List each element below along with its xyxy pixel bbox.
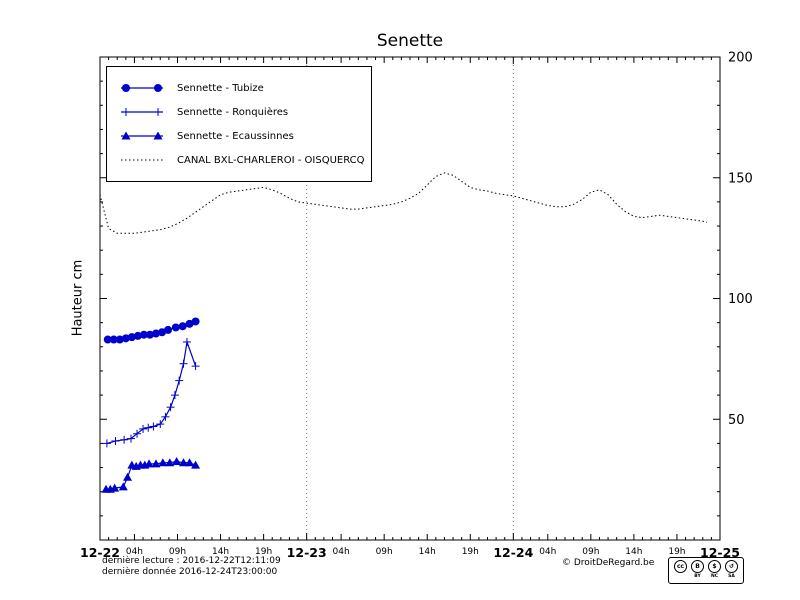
legend-sample-circle	[121, 84, 163, 92]
series-line-1	[106, 341, 197, 444]
series-line-3	[99, 172, 708, 234]
x-axis-hour-label: 09h	[582, 547, 599, 557]
license-label: BY	[694, 574, 701, 579]
x-axis-day-label: 12-25	[700, 545, 740, 560]
x-axis-hour-label: 14h	[212, 547, 229, 557]
triangle-marker	[151, 459, 161, 468]
triangle-marker	[191, 460, 201, 469]
x-axis-hour-label: 09h	[169, 547, 186, 557]
x-axis-day-label: 12-24	[493, 545, 533, 560]
circle-marker	[133, 331, 142, 340]
x-axis-hour-label: 19h	[462, 547, 479, 557]
circle-marker	[178, 322, 187, 331]
circle-marker	[127, 333, 136, 342]
x-axis-hour-label: 04h	[333, 547, 350, 557]
legend-sample-triangle	[121, 131, 163, 140]
legend: Sennette - Tubize Sennette - Ronquières Se…	[106, 66, 372, 182]
triangle-marker	[185, 458, 195, 467]
x-axis-day-label: 12-23	[287, 545, 327, 560]
legend-sample-plus	[121, 108, 163, 116]
circle-marker	[154, 84, 162, 92]
triangle-marker	[123, 472, 133, 481]
license-label: NC	[710, 574, 719, 579]
circle-marker	[164, 325, 173, 334]
triangle-marker	[118, 482, 128, 491]
cc-icon: cc	[674, 560, 687, 573]
legend-item: Sennette - Tubize	[119, 76, 371, 100]
x-axis-hour-label: 19h	[668, 547, 685, 557]
x-axis-hour-label: 19h	[255, 547, 272, 557]
legend-item: Sennette - Ecaussinnes	[119, 124, 371, 148]
triangle-marker	[165, 458, 175, 467]
license-label: SA	[728, 574, 735, 579]
circle-marker	[158, 328, 166, 337]
last-data-text: dernière donnée 2016-12-24T23:00:00	[102, 567, 278, 577]
circle-marker	[139, 330, 148, 339]
circle-marker	[171, 323, 180, 332]
license-badge: cc B BY $ NC ↺ SA	[668, 557, 744, 584]
sa-icon: ↺	[725, 560, 738, 573]
circle-marker	[121, 334, 130, 343]
x-axis-day-label: 12-22	[80, 545, 120, 560]
circle-marker	[122, 84, 130, 92]
y-axis-tick-label: 150	[728, 171, 753, 186]
cc-icon: cc	[674, 560, 688, 574]
nc-icon: $	[708, 560, 721, 573]
legend-item-label: Sennette - Tubize	[177, 82, 264, 94]
triangle-marker	[179, 458, 189, 467]
nc-icon: $ NC	[708, 560, 722, 579]
legend-item-label: CANAL BXL-CHARLEROI - OISQUERCQ	[177, 154, 365, 166]
x-axis-hour-label: 14h	[419, 547, 436, 557]
legend-item-label: Sennette - Ecaussinnes	[177, 130, 294, 142]
x-axis-hour-label: 04h	[539, 547, 556, 557]
y-axis-tick-label: 50	[728, 413, 745, 428]
circle-marker	[115, 335, 124, 344]
chart-title: Senette	[376, 31, 444, 51]
x-axis-hour-label: 14h	[625, 547, 642, 557]
last-reading-text: dernière lecture : 2016-12-22T12:11:09	[102, 556, 281, 566]
circle-marker	[103, 335, 112, 344]
circle-marker	[185, 319, 194, 328]
legend-sample-none	[121, 159, 163, 161]
circle-marker	[191, 317, 200, 326]
y-axis-tick-label: 100	[728, 292, 753, 307]
circle-marker	[151, 329, 160, 338]
sa-icon: ↺ SA	[725, 560, 739, 579]
circle-marker	[145, 330, 154, 339]
triangle-marker	[158, 458, 168, 467]
triangle-marker	[153, 131, 163, 140]
by-icon: B	[691, 560, 704, 573]
by-icon: B BY	[691, 560, 705, 579]
copyright-text: © DroitDeRegard.be	[562, 558, 655, 568]
triangle-marker	[110, 483, 120, 492]
y-axis-tick-label: 200	[728, 51, 753, 66]
circle-marker	[109, 335, 118, 344]
legend-item-label: Sennette - Ronquières	[177, 106, 289, 118]
x-axis-hour-label: 04h	[126, 547, 143, 557]
legend-item: Sennette - Ronquières	[119, 100, 371, 124]
x-axis-hour-label: 09h	[376, 547, 393, 557]
triangle-marker	[172, 457, 182, 466]
triangle-marker	[121, 131, 131, 140]
triangle-marker	[144, 459, 154, 468]
legend-item: CANAL BXL-CHARLEROI - OISQUERCQ	[119, 148, 371, 172]
